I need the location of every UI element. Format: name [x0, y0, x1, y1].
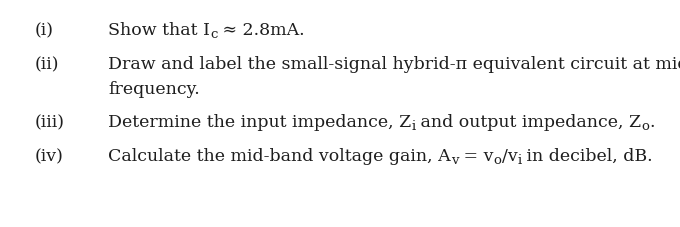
Text: .: . — [649, 114, 655, 131]
Text: o: o — [641, 121, 649, 133]
Text: frequency.: frequency. — [108, 81, 200, 98]
Text: i: i — [411, 121, 415, 133]
Text: v: v — [451, 155, 458, 168]
Text: (ii): (ii) — [35, 56, 60, 73]
Text: (i): (i) — [35, 22, 54, 39]
Text: (iii): (iii) — [35, 114, 65, 131]
Text: i: i — [517, 155, 522, 168]
Text: (iv): (iv) — [35, 148, 64, 165]
Text: o: o — [494, 155, 502, 168]
Text: ≈ 2.8mA.: ≈ 2.8mA. — [218, 22, 305, 39]
Text: and output impedance, Z: and output impedance, Z — [415, 114, 641, 131]
Text: Calculate the mid-band voltage gain, A: Calculate the mid-band voltage gain, A — [108, 148, 451, 165]
Text: /v: /v — [502, 148, 517, 165]
Text: Show that I: Show that I — [108, 22, 210, 39]
Text: c: c — [210, 29, 218, 42]
Text: Determine the input impedance, Z: Determine the input impedance, Z — [108, 114, 411, 131]
Text: = v: = v — [458, 148, 494, 165]
Text: in decibel, dB.: in decibel, dB. — [522, 148, 653, 165]
Text: Draw and label the small-signal hybrid-π equivalent circuit at middle: Draw and label the small-signal hybrid-π… — [108, 56, 680, 73]
